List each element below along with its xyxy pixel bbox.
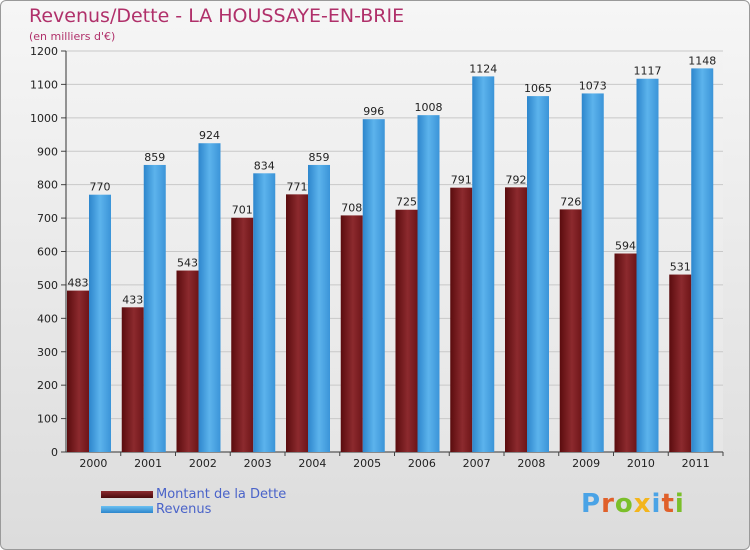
data-label-revenus: 1117	[634, 65, 662, 78]
bar-revenus	[581, 93, 604, 453]
bar-revenus	[636, 78, 659, 452]
bar-revenus	[143, 164, 166, 452]
bar-dette	[505, 187, 527, 452]
data-label-dette: 594	[615, 240, 636, 253]
legend-swatch-dette	[101, 491, 153, 498]
x-tick-label: 2002	[189, 457, 217, 470]
legend-swatch-revenus	[101, 506, 153, 513]
x-tick-label: 2009	[572, 457, 600, 470]
y-tick-label: 700	[37, 212, 58, 225]
y-tick-label: 400	[37, 312, 58, 325]
data-label-dette: 726	[560, 195, 581, 208]
data-label-revenus: 996	[363, 105, 384, 118]
bar-dette	[176, 270, 199, 452]
bar-dette	[669, 274, 692, 452]
legend-label-dette: Montant de la Dette	[156, 487, 287, 502]
y-tick-label: 1000	[30, 112, 58, 125]
x-tick-label: 2008	[517, 457, 545, 470]
data-label-revenus: 1073	[579, 79, 607, 92]
chart-title: Revenus/Dette - LA HOUSSAYE-EN-BRIE	[29, 5, 405, 27]
data-label-dette: 433	[122, 293, 143, 306]
y-tick-label: 600	[37, 246, 58, 259]
y-tick-label: 1100	[30, 78, 58, 91]
legend-label-revenus: Revenus	[156, 502, 212, 517]
data-label-dette: 771	[287, 180, 308, 193]
data-label-revenus: 834	[254, 159, 275, 172]
x-tick-label: 2010	[627, 457, 655, 470]
x-tick-label: 2001	[134, 457, 162, 470]
bar-dette	[121, 307, 144, 452]
x-tick-label: 2005	[353, 457, 381, 470]
data-label-dette: 725	[396, 196, 417, 209]
data-label-revenus: 1148	[688, 54, 716, 67]
logo-letter: P	[581, 489, 602, 519]
logo-letter: o	[614, 489, 634, 519]
data-label-dette: 791	[451, 174, 472, 187]
y-tick-label: 100	[37, 413, 58, 426]
data-label-revenus: 1124	[469, 62, 497, 75]
y-tick-label: 800	[37, 179, 58, 192]
logo-letter: x	[633, 489, 652, 519]
bar-dette	[450, 187, 473, 452]
bar-revenus	[527, 96, 549, 453]
bar-revenus	[198, 143, 221, 453]
bar-revenus	[308, 164, 330, 452]
bar-revenus	[417, 115, 440, 452]
logo-letter: t	[661, 489, 675, 519]
y-tick-label: 200	[37, 379, 58, 392]
logo-letter: i	[651, 489, 662, 519]
logo-letter: i	[674, 489, 685, 519]
chart-subtitle: (en milliers d'€)	[29, 30, 116, 43]
y-tick-label: 900	[37, 145, 58, 158]
bar-revenus	[253, 173, 276, 452]
x-tick-label: 2003	[244, 457, 272, 470]
bar-revenus	[691, 68, 714, 453]
x-tick-label: 2000	[79, 457, 107, 470]
logo-letter: r	[601, 489, 615, 519]
x-tick-label: 2004	[298, 457, 326, 470]
bar-revenus	[89, 194, 111, 453]
bar-dette	[559, 209, 582, 452]
data-label-revenus: 859	[309, 151, 330, 164]
data-label-revenus: 924	[199, 129, 220, 142]
data-label-revenus: 1008	[415, 101, 443, 114]
y-tick-label: 1200	[30, 45, 58, 58]
bar-dette	[67, 290, 89, 452]
data-label-dette: 531	[670, 261, 691, 274]
x-tick-label: 2011	[682, 457, 710, 470]
data-label-dette: 708	[341, 201, 362, 214]
bar-dette	[231, 217, 254, 452]
bar-dette	[614, 253, 637, 452]
proxiti-logo: Proxiti	[581, 489, 685, 519]
data-label-dette: 483	[68, 277, 89, 290]
data-label-revenus: 770	[90, 181, 111, 194]
x-tick-label: 2006	[408, 457, 436, 470]
data-label-revenus: 1065	[524, 82, 552, 95]
data-label-dette: 792	[506, 173, 527, 186]
data-label-dette: 543	[177, 257, 198, 270]
bar-dette	[286, 194, 308, 453]
y-tick-label: 0	[51, 446, 58, 459]
y-tick-label: 300	[37, 346, 58, 359]
data-label-revenus: 859	[144, 151, 165, 164]
bar-revenus	[472, 76, 495, 452]
bar-dette	[395, 209, 418, 452]
bar-dette	[340, 215, 363, 452]
y-tick-label: 500	[37, 279, 58, 292]
plot-area: 0 100 200 300 400 500 600 700 800 900 1000 1100 1200…	[30, 45, 724, 470]
bar-revenus	[362, 119, 385, 453]
x-tick-label: 2007	[463, 457, 491, 470]
data-label-dette: 701	[232, 204, 253, 217]
